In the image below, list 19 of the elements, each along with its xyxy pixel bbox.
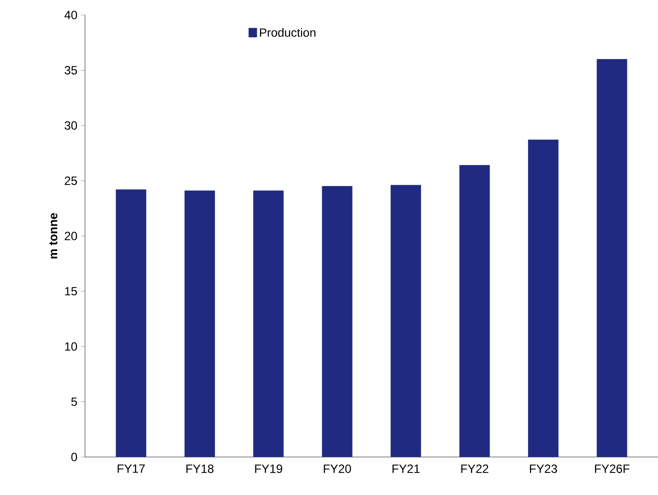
y-tick-label: 40 <box>64 10 78 20</box>
x-tick-label: FY18 <box>186 464 214 473</box>
y-tick-label: 30 <box>64 121 78 130</box>
y-tick-label: 10 <box>65 342 78 351</box>
y-tick-label: 20 <box>64 232 78 240</box>
y-tick-label: 15 <box>65 287 77 296</box>
x-tick-label: FY17 <box>118 464 145 473</box>
legend-label: Production <box>260 28 316 37</box>
y-tick-label: 35 <box>64 66 77 74</box>
x-tick-label: FY19 <box>255 464 282 473</box>
x-tick-label: FY23 <box>530 464 558 473</box>
x-tick-label: FY26F <box>595 464 630 473</box>
x-tick-label: FY22 <box>461 464 488 473</box>
x-tick-label: FY20 <box>324 464 351 473</box>
y-tick-label: 0 <box>71 452 78 462</box>
y-tick-label: 5 <box>71 398 77 406</box>
y-tick-label: 25 <box>64 176 77 185</box>
x-tick-label: FY21 <box>392 464 420 473</box>
y-axis-title: m tonne <box>49 213 58 258</box>
